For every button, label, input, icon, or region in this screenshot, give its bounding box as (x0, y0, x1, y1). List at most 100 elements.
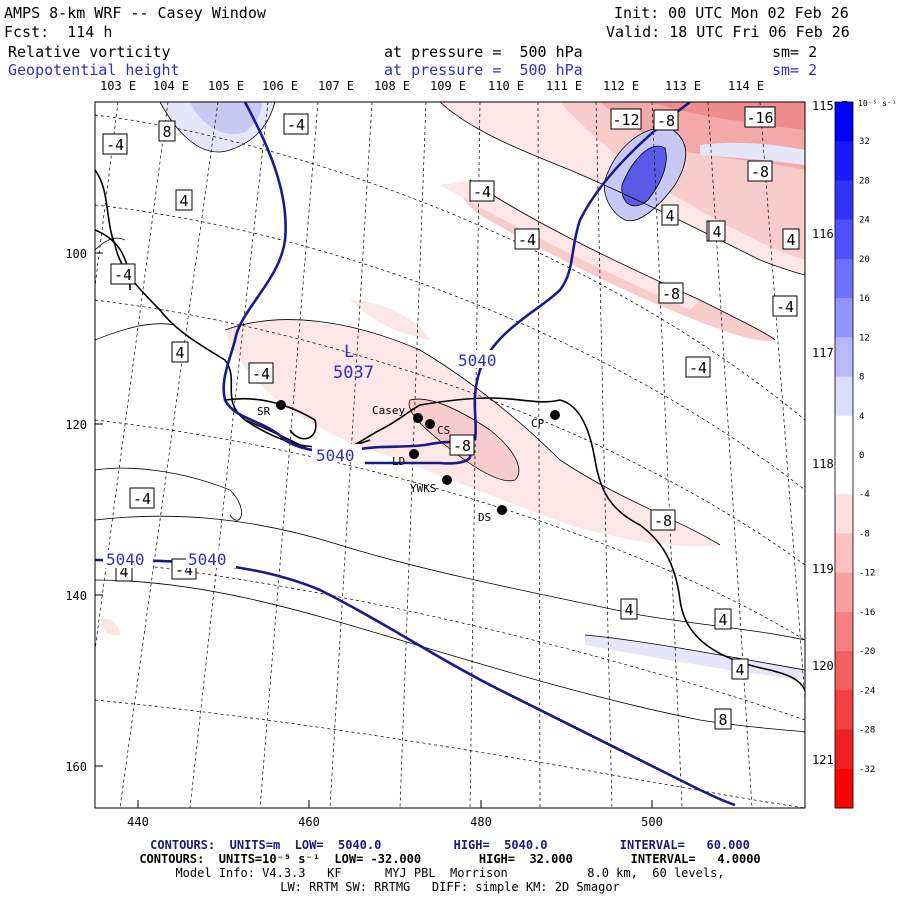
vorticity-label-box (714, 608, 732, 630)
forecast-hour: Fcst: 114 h (4, 23, 113, 41)
colorbar-swatch (835, 455, 853, 495)
colorbar-swatch (835, 337, 853, 378)
field1-smooth: sm= 2 (772, 43, 818, 61)
vorticity-contours (95, 102, 805, 733)
colorbar-label: 32 (859, 137, 870, 147)
vorticity-label-box (175, 189, 193, 211)
vorticity-label: -4 (689, 359, 707, 377)
vorticity-label-box (283, 113, 309, 135)
field1-level: at pressure = 500 hPa (384, 43, 583, 61)
x-tick-label: 480 (470, 815, 492, 829)
lon-label: 113 E (665, 79, 701, 93)
colorbar-swatch (835, 651, 853, 691)
colorbar-label: -32 (859, 765, 875, 775)
colorbar-label: 16 (859, 294, 870, 304)
station-marker-ld[interactable] (409, 449, 419, 459)
colorbar-swatch (835, 533, 853, 574)
colorbar-swatch (835, 768, 853, 809)
colorbar-label: -8 (859, 529, 870, 539)
vorticity-label-box (650, 509, 676, 531)
height-label: 5040 (458, 351, 497, 370)
station-label-sr: SR (257, 405, 271, 418)
vorticity-label-box (658, 282, 684, 304)
x-axis-labels: 440 460 480 500 (127, 815, 663, 829)
vorticity-label: -8 (657, 112, 675, 130)
vorticity-label: -4 (114, 266, 132, 284)
vorticity-label-box (714, 708, 732, 730)
vorticity-label-box (171, 341, 189, 363)
colorbar-swatch (835, 102, 853, 142)
lon-label: 103 E (100, 79, 136, 93)
station-marker-casey[interactable] (413, 413, 423, 423)
colorbar-label: 8 (859, 373, 864, 383)
vorticity-label-box (102, 133, 128, 155)
vorticity-label: -4 (473, 183, 491, 201)
colorbar-swatch (835, 690, 853, 731)
station-label-cp: CP (531, 417, 545, 430)
vorticity-label: 4 (665, 207, 674, 225)
plot-frame (94, 101, 806, 809)
footer-model-info: Model Info: V4.3.3 KF MYJ PBL Morrison 8… (175, 866, 725, 880)
colorbar-swatch (835, 572, 853, 613)
vorticity-label-box (158, 120, 176, 142)
station-marker-sr[interactable] (276, 400, 286, 410)
field2-name: Geopotential height (8, 61, 180, 79)
colorbar-label: -20 (859, 647, 875, 657)
vorticity-label-box (744, 106, 776, 128)
valid-time: Valid: 18 UTC Fri 06 Feb 26 (606, 23, 850, 41)
vorticity-label-box (708, 220, 726, 242)
vorticity-label-box (685, 356, 711, 378)
colorbar-label: -24 (859, 686, 875, 696)
colorbar-frame (834, 101, 854, 809)
vorticity-label: -4 (133, 490, 151, 508)
vorticity-label: -8 (654, 512, 672, 530)
vorticity-label: -16 (746, 109, 773, 127)
colorbar: 32 28 24 20 16 12 8 4 0 -4 -8 -12 -16 -20 -24 -28 -32 (834, 101, 875, 809)
colorbar-label: 0 (859, 451, 864, 461)
colorbar-units: 10⁻⁵ s⁻¹ (858, 99, 897, 108)
station-marker-ywks[interactable] (442, 475, 452, 485)
colorbar-label: -12 (859, 569, 875, 579)
vorticity-label: 4 (624, 601, 633, 619)
vorticity-label: 4 (735, 661, 744, 679)
colorbar-swatch (835, 141, 853, 181)
height-label: 5040 (106, 550, 145, 569)
lon-label: 114 E (728, 79, 764, 93)
vorticity-label: -8 (453, 437, 471, 455)
vorticity-label: -4 (287, 116, 305, 134)
colorbar-swatch (835, 298, 853, 338)
vorticity-labels: 8 -4 -4 4 -4 4 -4 -4 -4 -8 -12 -8 -16 -8 4 4 8 -8 -4 -4 -8 -4… (102, 106, 800, 730)
lon-label: 104 E (153, 79, 189, 93)
lon-label: 107 E (318, 79, 354, 93)
colorbar-label: -4 (859, 490, 870, 500)
y-axis-labels: 100 120 140 160 (65, 247, 87, 774)
vorticity-label: 8 (718, 711, 727, 729)
station-marker-ds[interactable] (497, 505, 507, 515)
x-tick-label: 440 (127, 815, 149, 829)
colorbar-swatch (835, 415, 853, 456)
stations: SR Casey CS LD YWKS CP DS (257, 400, 560, 524)
height-label: 5040 (188, 550, 227, 569)
y-tick-label: 100 (65, 247, 87, 261)
lon-label: 111 E (546, 79, 582, 93)
colorbar-label: 12 (859, 333, 870, 343)
station-label-ywks: YWKS (410, 482, 437, 495)
low-letter: L (344, 342, 354, 362)
station-label-ds: DS (478, 511, 491, 524)
colorbar-swatch (835, 180, 853, 221)
vorticity-label-box (449, 434, 475, 456)
colorbar-label: 28 (859, 176, 870, 186)
vorticity-label: -12 (612, 111, 639, 129)
vorticity-label-box (469, 180, 495, 202)
footer-height-contours: CONTOURS: UNITS=m LOW= 5040.0 HIGH= 5040… (150, 838, 750, 852)
model-title: AMPS 8-km WRF -- Casey Window (4, 4, 266, 22)
vorticity-label: 8 (162, 123, 171, 141)
y-tick-label: 120 (65, 418, 87, 432)
colorbar-swatch (835, 611, 853, 652)
station-marker-cp[interactable] (550, 410, 560, 420)
station-marker-cs[interactable] (425, 419, 435, 429)
vorticity-label: 4 (712, 223, 721, 241)
field1-name: Relative vorticity (8, 43, 171, 61)
footer-vort-contours: CONTOURS: UNITS=10⁻⁵ s⁻¹ LOW= -32.000 HI… (139, 852, 761, 866)
colorbar-swatch (835, 494, 853, 534)
